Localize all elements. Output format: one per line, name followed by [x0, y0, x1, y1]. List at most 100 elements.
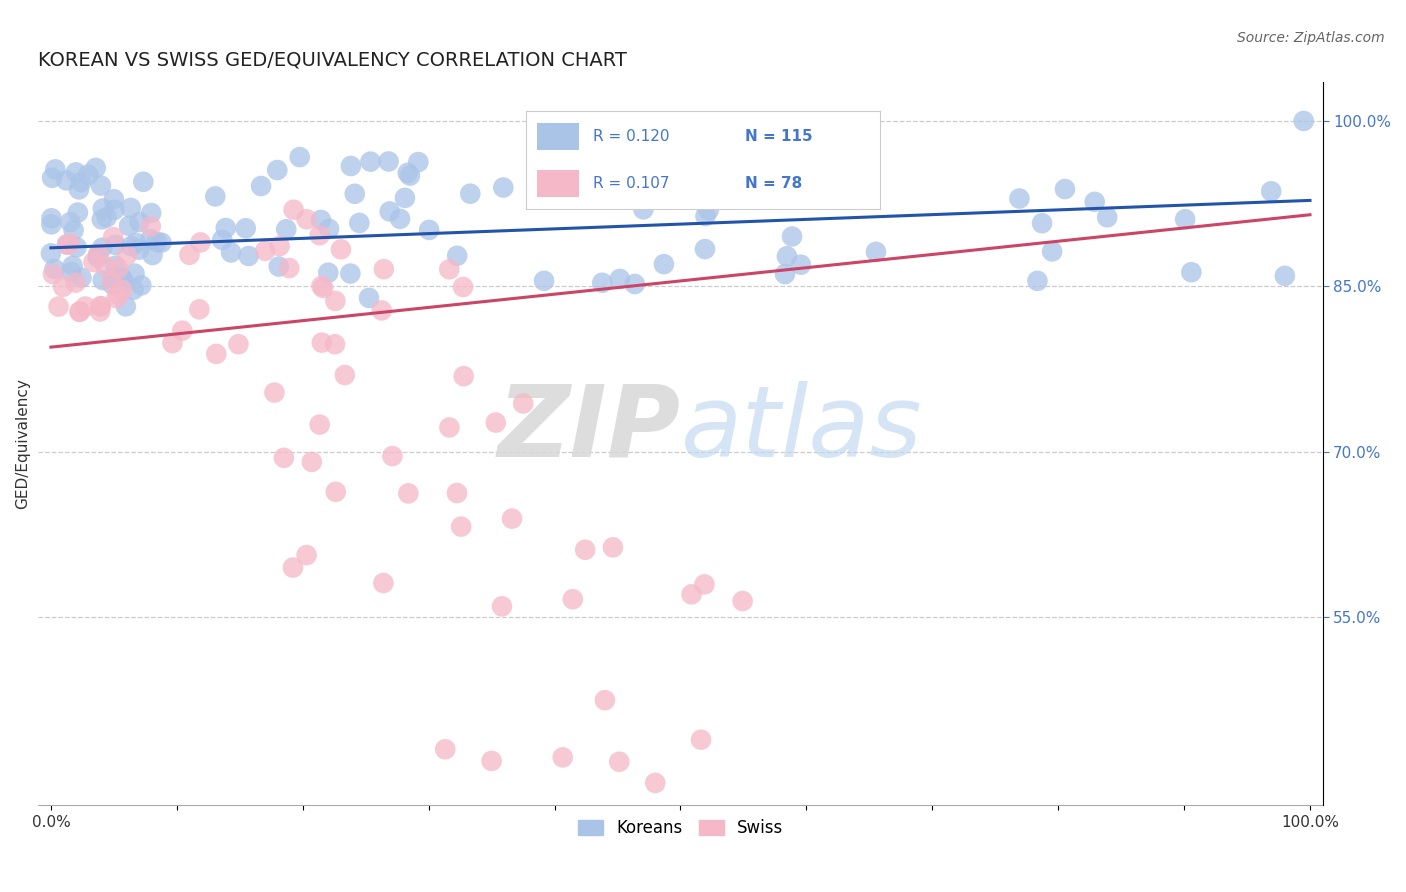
Point — [56, 237, 79, 252]
Point — [695, 209, 717, 223]
Point — [408, 155, 430, 169]
Point — [254, 244, 277, 258]
Point — [312, 281, 335, 295]
Point — [179, 248, 201, 262]
Point — [301, 455, 323, 469]
Text: Source: ZipAtlas.com: Source: ZipAtlas.com — [1237, 31, 1385, 45]
Point — [91, 241, 114, 255]
Point — [752, 182, 775, 196]
Point — [87, 248, 110, 262]
Point — [59, 236, 82, 251]
Point — [446, 249, 468, 263]
Point — [394, 191, 416, 205]
Point — [1180, 265, 1202, 279]
Point — [65, 165, 87, 179]
Point — [1008, 192, 1031, 206]
Point — [773, 267, 796, 281]
Point — [125, 236, 148, 251]
Point — [609, 272, 631, 286]
Point — [1274, 268, 1296, 283]
Point — [381, 449, 404, 463]
Point — [115, 299, 138, 313]
Point — [690, 732, 713, 747]
Point — [693, 242, 716, 256]
Point — [67, 182, 90, 196]
Point — [59, 215, 82, 229]
Point — [120, 201, 142, 215]
Point — [62, 259, 84, 273]
Point — [343, 186, 366, 201]
Point — [128, 215, 150, 229]
Point — [318, 222, 340, 236]
Point — [340, 159, 363, 173]
Point — [90, 299, 112, 313]
Point — [122, 283, 145, 297]
Point — [190, 235, 212, 250]
Point — [215, 221, 238, 235]
Point — [501, 511, 523, 525]
Point — [104, 259, 127, 273]
Point — [439, 420, 461, 434]
Point — [790, 258, 813, 272]
Point — [84, 161, 107, 175]
Point — [780, 229, 803, 244]
Point — [273, 450, 295, 465]
Point — [39, 218, 62, 232]
Point — [325, 293, 347, 308]
Point — [574, 542, 596, 557]
Point — [112, 274, 135, 288]
Point — [105, 291, 128, 305]
Point — [1084, 194, 1107, 209]
Point — [263, 385, 285, 400]
Point — [42, 267, 65, 281]
Point — [693, 577, 716, 591]
Y-axis label: GED/Equivalency: GED/Equivalency — [15, 378, 30, 509]
Point — [373, 576, 395, 591]
Point — [65, 276, 87, 290]
Point — [141, 206, 163, 220]
Point — [146, 235, 169, 249]
Point — [69, 305, 91, 319]
Point — [339, 267, 361, 281]
Point — [128, 243, 150, 257]
Point — [276, 222, 298, 236]
Point — [90, 299, 112, 313]
Point — [52, 280, 75, 294]
Point — [731, 594, 754, 608]
Point — [652, 257, 675, 271]
Point — [110, 271, 132, 285]
Point — [1174, 212, 1197, 227]
Point — [60, 265, 83, 279]
Point — [41, 211, 63, 226]
Point — [1095, 211, 1118, 225]
Point — [111, 283, 134, 297]
Point — [278, 261, 301, 276]
Point — [132, 175, 155, 189]
Point — [101, 277, 124, 292]
Point — [633, 202, 655, 217]
Point — [281, 560, 304, 574]
Point — [75, 300, 97, 314]
Point — [142, 248, 165, 262]
Point — [44, 162, 66, 177]
Point — [204, 189, 226, 203]
Point — [714, 173, 737, 187]
Point — [491, 599, 513, 614]
Point — [323, 337, 346, 351]
Point — [118, 219, 141, 233]
Point — [450, 519, 472, 533]
Point — [439, 262, 461, 277]
Point — [373, 262, 395, 277]
Point — [311, 279, 333, 293]
Point — [91, 202, 114, 216]
Point — [309, 213, 332, 227]
Point — [89, 304, 111, 318]
Point — [295, 212, 318, 227]
Point — [396, 486, 419, 500]
Point — [235, 221, 257, 235]
Point — [681, 587, 703, 601]
Point — [399, 169, 422, 183]
Point — [91, 273, 114, 287]
Point — [644, 776, 666, 790]
Point — [120, 239, 142, 253]
